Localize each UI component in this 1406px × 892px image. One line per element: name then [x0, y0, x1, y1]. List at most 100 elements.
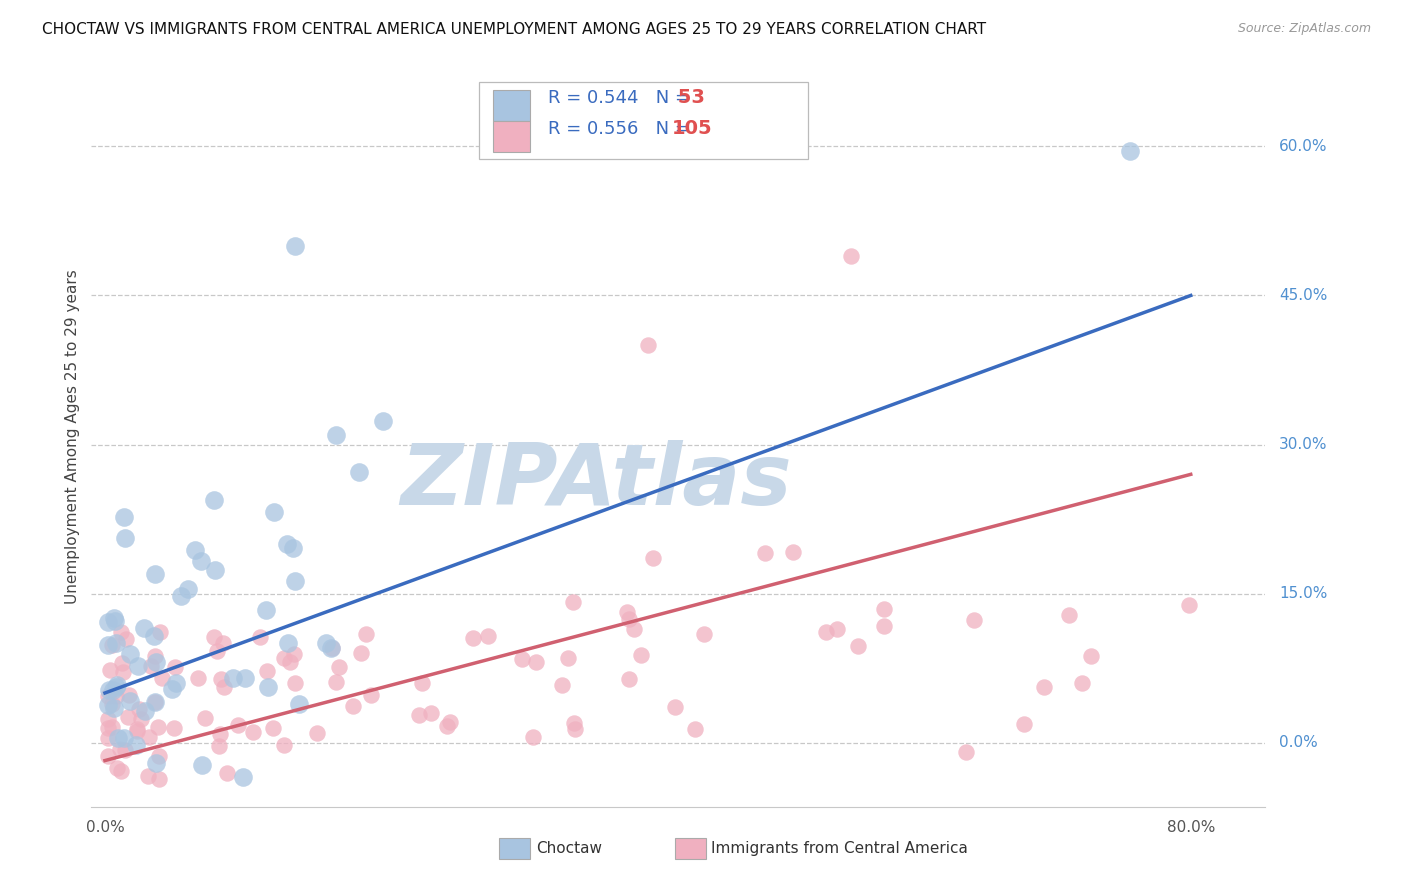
Point — [963, 613, 986, 627]
Point — [257, 680, 280, 694]
Point — [283, 648, 305, 662]
Point — [305, 726, 328, 740]
Point — [97, 698, 120, 713]
Text: CHOCTAW VS IMMIGRANTS FROM CENTRAL AMERICA UNEMPLOYMENT AMONG AGES 25 TO 29 YEAR: CHOCTAW VS IMMIGRANTS FROM CENTRAL AMERI… — [42, 22, 986, 37]
Point — [114, 632, 136, 646]
Point — [204, 563, 226, 577]
Point — [846, 639, 869, 653]
Point — [873, 618, 896, 632]
Point — [97, 639, 120, 653]
Point — [1118, 145, 1140, 159]
FancyBboxPatch shape — [479, 82, 807, 160]
Point — [97, 689, 120, 703]
Point — [1012, 717, 1035, 731]
Point — [97, 748, 120, 763]
Point — [212, 636, 235, 650]
Point — [112, 731, 135, 746]
FancyBboxPatch shape — [494, 90, 530, 121]
Point — [97, 615, 120, 629]
Point — [107, 761, 129, 775]
Point — [664, 700, 686, 714]
Point — [319, 641, 342, 656]
Point — [439, 714, 461, 729]
Point — [284, 574, 307, 588]
Point — [256, 664, 278, 678]
Point — [118, 688, 141, 702]
Point — [107, 731, 129, 746]
Point — [112, 665, 135, 679]
Point — [263, 505, 285, 519]
Point — [630, 648, 652, 662]
Point — [1070, 675, 1092, 690]
Point — [1177, 598, 1199, 612]
Point — [205, 644, 228, 658]
Point — [104, 690, 127, 704]
Point — [100, 663, 122, 677]
Point — [134, 621, 156, 635]
Text: 15.0%: 15.0% — [1279, 586, 1327, 601]
Point — [524, 655, 547, 669]
Point — [136, 769, 159, 783]
Point — [350, 646, 373, 660]
Point — [277, 636, 299, 650]
Point — [522, 730, 544, 744]
Point — [145, 656, 167, 670]
Point — [208, 727, 231, 741]
Point — [273, 651, 295, 665]
Point — [477, 629, 499, 643]
Point — [101, 683, 124, 698]
Point — [97, 731, 120, 745]
Point — [202, 492, 225, 507]
Point — [284, 675, 307, 690]
Point — [146, 720, 169, 734]
Point — [163, 721, 186, 735]
FancyBboxPatch shape — [494, 121, 530, 152]
Point — [191, 758, 214, 772]
Point — [118, 694, 141, 708]
Point — [101, 698, 124, 712]
Point — [551, 678, 574, 692]
Text: 60.0%: 60.0% — [1279, 139, 1327, 154]
Point — [315, 636, 337, 650]
Point — [683, 723, 706, 737]
Point — [194, 711, 217, 725]
Point — [841, 249, 863, 263]
Point — [342, 698, 364, 713]
Point — [436, 719, 458, 733]
Point — [138, 731, 160, 745]
Point — [104, 614, 127, 628]
Point — [142, 629, 165, 643]
Point — [145, 648, 167, 663]
Point — [110, 625, 132, 640]
Y-axis label: Unemployment Among Ages 25 to 29 years: Unemployment Among Ages 25 to 29 years — [65, 269, 80, 605]
Point — [562, 595, 585, 609]
Point — [564, 723, 586, 737]
Point — [782, 545, 804, 559]
Point — [134, 704, 156, 718]
Point — [419, 706, 441, 720]
Point — [955, 745, 977, 759]
Point — [170, 589, 193, 603]
Point — [1080, 648, 1102, 663]
Point — [276, 537, 298, 551]
Point — [112, 510, 135, 524]
Point — [349, 465, 371, 479]
Text: Source: ZipAtlas.com: Source: ZipAtlas.com — [1237, 22, 1371, 36]
Point — [111, 657, 134, 671]
Point — [117, 709, 139, 723]
Point — [564, 716, 586, 731]
Text: 53: 53 — [671, 88, 706, 107]
Point — [114, 743, 136, 757]
Point — [214, 680, 236, 694]
Point — [110, 764, 132, 779]
Text: 0.0%: 0.0% — [1279, 735, 1317, 750]
Point — [211, 672, 233, 686]
Point — [128, 702, 150, 716]
Point — [284, 239, 307, 253]
Point — [97, 683, 120, 698]
Point — [103, 701, 125, 715]
Point — [408, 707, 430, 722]
Point — [328, 659, 350, 673]
Point — [325, 427, 347, 442]
Point — [325, 675, 347, 690]
